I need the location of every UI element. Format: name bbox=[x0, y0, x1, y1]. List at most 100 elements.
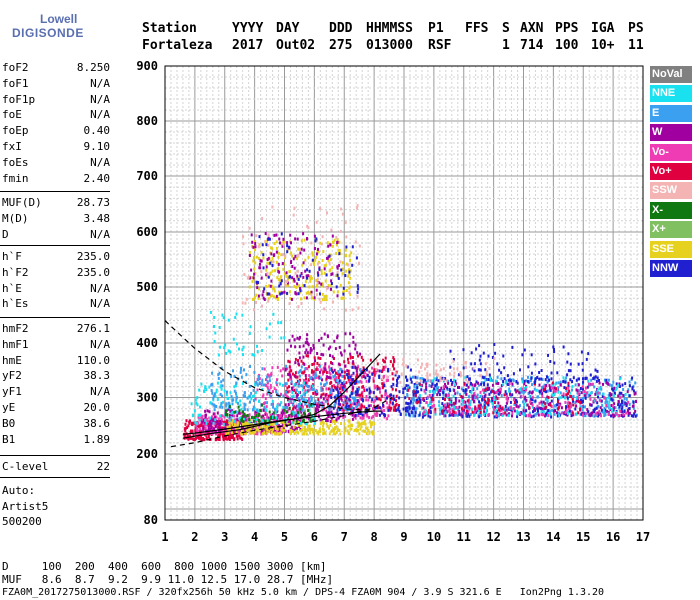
data-point bbox=[615, 412, 618, 416]
data-point bbox=[209, 310, 212, 314]
data-point bbox=[233, 438, 236, 442]
data-point bbox=[354, 347, 357, 351]
data-point bbox=[269, 383, 272, 387]
data-point bbox=[545, 412, 547, 416]
data-point bbox=[299, 251, 302, 255]
data-point bbox=[250, 416, 253, 419]
data-point bbox=[300, 302, 303, 305]
data-point bbox=[360, 407, 363, 411]
data-point bbox=[217, 419, 220, 423]
data-point bbox=[474, 407, 477, 411]
param-row-mufd: MUF(D) 28.73 bbox=[2, 196, 110, 209]
data-point bbox=[302, 261, 305, 265]
data-point bbox=[446, 410, 448, 414]
data-point bbox=[275, 390, 278, 394]
data-point bbox=[511, 411, 514, 415]
data-point bbox=[279, 275, 282, 279]
data-point bbox=[212, 396, 215, 400]
data-point bbox=[324, 395, 327, 399]
data-point bbox=[254, 382, 257, 386]
data-point bbox=[328, 426, 330, 430]
data-point bbox=[260, 383, 263, 387]
data-point bbox=[351, 424, 354, 428]
data-point bbox=[490, 390, 493, 394]
data-point bbox=[330, 272, 333, 276]
param-row-hes: h`Es N/A bbox=[2, 297, 110, 310]
data-point bbox=[473, 399, 476, 403]
data-point bbox=[595, 411, 598, 415]
data-point bbox=[275, 381, 278, 385]
data-point bbox=[542, 400, 545, 404]
data-point bbox=[314, 391, 317, 394]
data-point bbox=[325, 371, 328, 374]
data-point bbox=[264, 383, 267, 387]
data-point bbox=[324, 431, 327, 435]
data-point bbox=[248, 418, 251, 421]
data-point bbox=[297, 292, 300, 296]
data-point bbox=[234, 316, 237, 319]
data-point bbox=[488, 413, 491, 416]
data-point bbox=[611, 404, 614, 408]
header-value: 1 bbox=[502, 38, 510, 53]
data-point bbox=[431, 404, 434, 408]
data-point bbox=[476, 408, 479, 412]
data-point bbox=[338, 397, 341, 401]
data-point bbox=[270, 402, 273, 406]
data-point bbox=[317, 356, 320, 360]
data-point bbox=[612, 388, 615, 392]
data-point bbox=[627, 407, 630, 411]
data-point bbox=[204, 423, 207, 427]
data-point bbox=[377, 386, 380, 390]
data-point bbox=[333, 404, 336, 408]
x-tick-label: 5 bbox=[281, 530, 288, 544]
data-point bbox=[270, 394, 273, 398]
data-point bbox=[237, 433, 240, 437]
data-point bbox=[307, 226, 310, 230]
data-point bbox=[225, 435, 227, 439]
data-point bbox=[607, 403, 610, 407]
data-point bbox=[223, 428, 226, 432]
data-point bbox=[232, 337, 235, 341]
data-point bbox=[372, 391, 375, 395]
data-point bbox=[294, 406, 297, 410]
data-point bbox=[291, 254, 294, 258]
data-point bbox=[624, 392, 627, 396]
data-point bbox=[505, 408, 508, 412]
data-point bbox=[460, 402, 463, 406]
data-point bbox=[266, 418, 269, 422]
param-row-yf1: yF1 N/A bbox=[2, 385, 110, 398]
data-point bbox=[462, 348, 465, 352]
data-point bbox=[302, 371, 305, 375]
data-point bbox=[412, 407, 414, 410]
data-point bbox=[615, 387, 618, 391]
data-point bbox=[328, 261, 331, 265]
data-point bbox=[213, 404, 216, 408]
data-point bbox=[445, 406, 448, 410]
data-point bbox=[494, 398, 497, 402]
data-point bbox=[579, 398, 582, 402]
data-point bbox=[408, 413, 411, 417]
data-point bbox=[199, 437, 202, 441]
data-point bbox=[538, 371, 541, 374]
data-point bbox=[479, 410, 482, 414]
data-point bbox=[359, 422, 362, 426]
data-point bbox=[332, 432, 335, 436]
data-point bbox=[371, 398, 374, 402]
data-point bbox=[299, 369, 302, 373]
data-point bbox=[311, 258, 314, 262]
data-point bbox=[261, 304, 263, 308]
data-point bbox=[298, 351, 301, 355]
data-point bbox=[469, 390, 472, 393]
data-point bbox=[406, 365, 409, 369]
data-point bbox=[255, 380, 258, 384]
data-point bbox=[492, 411, 495, 415]
data-point bbox=[313, 362, 316, 366]
data-point bbox=[469, 399, 472, 403]
data-point bbox=[282, 410, 285, 414]
data-point bbox=[201, 432, 204, 436]
data-point bbox=[303, 430, 306, 433]
data-point bbox=[304, 258, 307, 262]
data-point bbox=[322, 250, 325, 253]
data-point bbox=[593, 407, 596, 411]
data-point bbox=[355, 381, 358, 385]
